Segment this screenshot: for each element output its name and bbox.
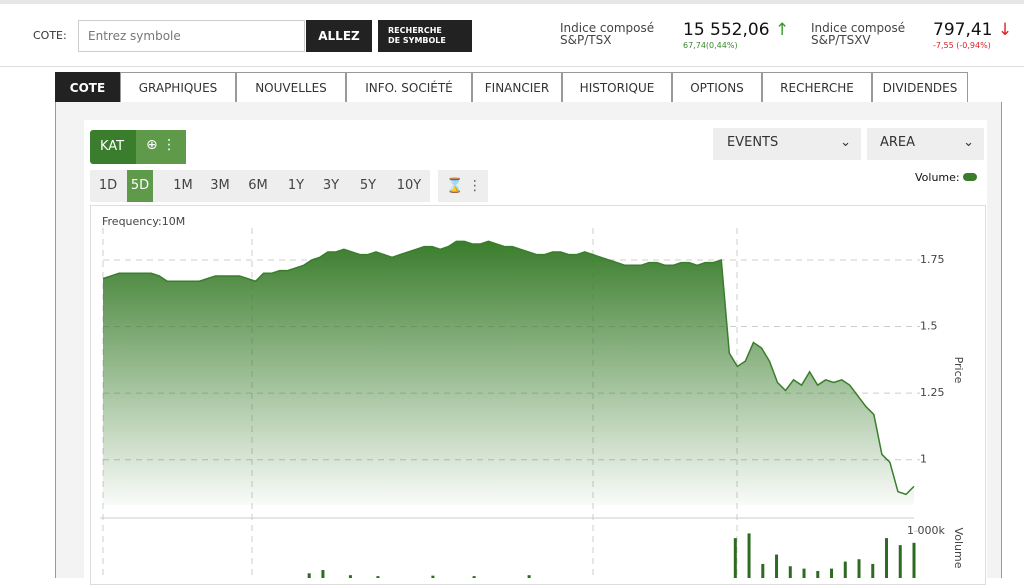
index-title: Indice composé: [811, 21, 906, 35]
volume-bar: [307, 573, 311, 578]
search-button[interactable]: RECHERCHE DE SYMBOLE: [378, 20, 472, 52]
volume-bar: [733, 538, 737, 578]
period-button[interactable]: 1Y: [287, 178, 305, 193]
go-button[interactable]: ALLEZ: [306, 20, 372, 52]
volume-bar: [885, 538, 889, 578]
symbol-input[interactable]: Entrez symbole: [78, 20, 305, 52]
symbol-chip[interactable]: KAT ⊕ ⋮: [90, 130, 186, 164]
value: 15 552,06: [683, 20, 770, 40]
frequency: Frequency:10M: [102, 215, 185, 228]
period-button[interactable]: 6M: [248, 178, 268, 193]
period-button[interactable]: 1M: [173, 178, 193, 193]
volume-bar: [788, 566, 792, 578]
index-value: 797,41 ↓: [933, 20, 1012, 40]
add-icon[interactable]: ⊕ ⋮: [146, 137, 177, 153]
area-fill: [103, 241, 914, 505]
volume-bar: [843, 561, 847, 578]
tab[interactable]: INFO. SOCIÉTÉ: [346, 72, 472, 102]
search-line: DE SYMBOLE: [388, 36, 446, 45]
chevron: ⌄: [840, 135, 851, 150]
volume-bar: [761, 563, 765, 578]
tab[interactable]: NOUVELLES: [236, 72, 346, 102]
volume-bar: [871, 563, 875, 578]
volume-bar: [912, 542, 916, 578]
tab[interactable]: RECHERCHE: [762, 72, 872, 102]
volume-bar: [431, 575, 435, 578]
symbol: KAT: [100, 139, 125, 154]
volume-bar: [527, 575, 531, 578]
y-tick-label: 1: [920, 453, 927, 466]
tab[interactable]: FINANCIER: [472, 72, 562, 102]
index-name: Indice composé S&P/TSXV: [811, 22, 905, 46]
volume-bar: [348, 575, 352, 578]
switch[interactable]: [963, 173, 978, 181]
chevron: ⌄: [963, 135, 974, 150]
volume-bar: [775, 554, 779, 578]
volume-toggle[interactable]: Volume:: [915, 171, 978, 184]
period-button[interactable]: 3Y: [322, 178, 340, 193]
y-tick-label: 1.25: [920, 386, 945, 399]
volume-bar: [898, 545, 902, 578]
index-symbol: S&P/TSXV: [811, 33, 871, 47]
y2-axis-title: Volume: [952, 528, 965, 569]
volume-bar: [376, 576, 380, 578]
search-line: RECHERCHE: [388, 26, 442, 35]
tab[interactable]: COTE: [55, 72, 120, 102]
volume-bar: [830, 568, 834, 578]
period-button[interactable]: 10Y: [396, 178, 422, 193]
index-change: 67,74(0,44%): [683, 41, 738, 50]
index-title: Indice composé: [560, 21, 655, 35]
volume-bar: [747, 533, 751, 578]
period-button[interactable]: 5D: [127, 170, 153, 202]
events-dropdown[interactable]: EVENTS ⌄: [713, 128, 861, 160]
period-button[interactable]: 5Y: [359, 178, 377, 193]
style-dropdown[interactable]: AREA ⌄: [867, 128, 984, 160]
label: AREA: [880, 135, 916, 150]
y-tick-label: 1.5: [920, 320, 938, 333]
timer-button[interactable]: ⌛ ⋮: [438, 170, 488, 202]
tab[interactable]: OPTIONS: [672, 72, 762, 102]
y-tick-label: 1.75: [920, 253, 945, 266]
volume-bar: [857, 559, 861, 578]
tab[interactable]: GRAPHIQUES: [120, 72, 236, 102]
chip-actions[interactable]: [136, 130, 186, 164]
price-line: [102, 240, 915, 496]
volume-bar: [816, 570, 820, 578]
arrow-up: ↑: [774, 20, 790, 40]
arrow-down: ↓: [997, 20, 1013, 40]
tab[interactable]: DIVIDENDES: [872, 72, 968, 102]
volume-bar: [802, 568, 806, 578]
period-button[interactable]: 3M: [210, 178, 230, 193]
volume-bar: [472, 576, 476, 578]
value: 797,41: [933, 20, 993, 40]
index-symbol: S&P/TSX: [560, 33, 612, 47]
label: EVENTS: [727, 135, 779, 150]
cote-label: COTE:: [33, 29, 67, 42]
period-button[interactable]: 1D: [98, 178, 118, 193]
divider: [0, 66, 1024, 67]
index-value: 15 552,06 ↑: [683, 20, 789, 40]
index-name: Indice composé S&P/TSX: [560, 22, 654, 46]
y-tick-label: 1 000k: [907, 524, 945, 537]
volume-bar: [321, 570, 325, 578]
top-bar: [0, 0, 1024, 4]
y-axis-title: Price: [952, 357, 965, 384]
index-change: -7,55 (-0,94%): [933, 41, 991, 50]
tab[interactable]: HISTORIQUE: [562, 72, 672, 102]
label: Volume:: [915, 171, 960, 184]
